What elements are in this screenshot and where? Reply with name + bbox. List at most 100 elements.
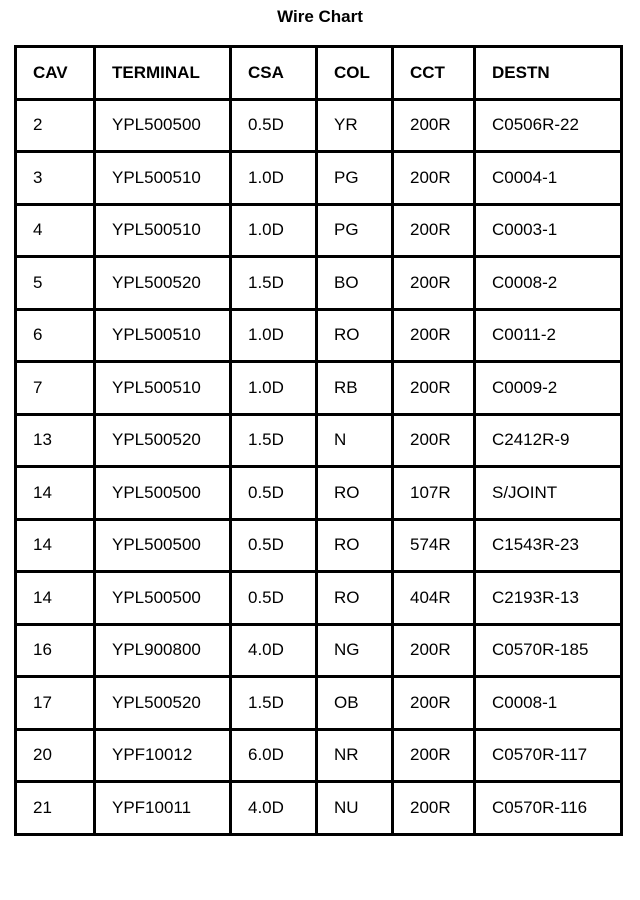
cell-cct: 574R	[391, 517, 476, 573]
table-row: 4 YPL500510 1.0D PG 200R C0003-1	[14, 202, 623, 258]
cell-col: PG	[315, 150, 394, 206]
cell-cav: 14	[14, 570, 96, 626]
cell-col: RB	[315, 360, 394, 416]
cell-destn: C1543R-23	[473, 517, 623, 573]
cell-destn: C0003-1	[473, 202, 623, 258]
cell-csa: 1.0D	[229, 360, 318, 416]
table-row: 6 YPL500510 1.0D RO 200R C0011-2	[14, 307, 623, 363]
column-header-cav: CAV	[14, 45, 96, 101]
cell-terminal: YPL500510	[93, 202, 232, 258]
cell-destn: C0570R-185	[473, 622, 623, 678]
cell-cct: 200R	[391, 255, 476, 311]
cell-destn: C2193R-13	[473, 570, 623, 626]
cell-col: NG	[315, 622, 394, 678]
cell-destn: C0008-2	[473, 255, 623, 311]
cell-csa: 1.0D	[229, 150, 318, 206]
cell-csa: 1.0D	[229, 307, 318, 363]
cell-csa: 0.5D	[229, 570, 318, 626]
cell-terminal: YPL900800	[93, 622, 232, 678]
cell-destn: C0008-1	[473, 675, 623, 731]
cell-col: RO	[315, 570, 394, 626]
cell-cct: 107R	[391, 465, 476, 521]
column-header-cct: CCT	[391, 45, 476, 101]
cell-cct: 200R	[391, 675, 476, 731]
cell-destn: C0570R-116	[473, 780, 623, 836]
cell-cct: 200R	[391, 202, 476, 258]
cell-cct: 200R	[391, 307, 476, 363]
cell-cct: 404R	[391, 570, 476, 626]
cell-csa: 1.5D	[229, 255, 318, 311]
cell-col: RO	[315, 465, 394, 521]
table-row: 5 YPL500520 1.5D BO 200R C0008-2	[14, 255, 623, 311]
cell-destn: C0506R-22	[473, 97, 623, 153]
page-title: Wire Chart	[277, 7, 363, 26]
table-row: 17 YPL500520 1.5D OB 200R C0008-1	[14, 675, 623, 731]
table-row: 21 YPF10011 4.0D NU 200R C0570R-116	[14, 780, 623, 836]
table-row: 14 YPL500500 0.5D RO 574R C1543R-23	[14, 517, 623, 573]
cell-terminal: YPL500500	[93, 97, 232, 153]
cell-col: N	[315, 412, 394, 468]
cell-col: NR	[315, 727, 394, 783]
cell-cav: 2	[14, 97, 96, 153]
cell-terminal: YPF10011	[93, 780, 232, 836]
column-header-terminal: TERMINAL	[93, 45, 232, 101]
cell-cav: 21	[14, 780, 96, 836]
cell-csa: 0.5D	[229, 517, 318, 573]
cell-terminal: YPL500500	[93, 465, 232, 521]
cell-col: RO	[315, 517, 394, 573]
wire-chart-table: CAV TERMINAL CSA COL CCT DESTN 2 YPL500500 0.5D…	[14, 45, 623, 836]
cell-cav: 4	[14, 202, 96, 258]
cell-terminal: YPL500500	[93, 570, 232, 626]
cell-terminal: YPL500520	[93, 675, 232, 731]
cell-terminal: YPL500520	[93, 255, 232, 311]
cell-cct: 200R	[391, 97, 476, 153]
table-row: 2 YPL500500 0.5D YR 200R C0506R-22	[14, 97, 623, 153]
cell-col: OB	[315, 675, 394, 731]
cell-cav: 14	[14, 465, 96, 521]
cell-terminal: YPL500510	[93, 307, 232, 363]
header-row: CAV TERMINAL CSA COL CCT DESTN	[14, 45, 623, 101]
cell-terminal: YPL500510	[93, 360, 232, 416]
cell-cav: 6	[14, 307, 96, 363]
cell-csa: 4.0D	[229, 780, 318, 836]
cell-cct: 200R	[391, 780, 476, 836]
cell-terminal: YPL500500	[93, 517, 232, 573]
cell-csa: 1.5D	[229, 675, 318, 731]
cell-cav: 7	[14, 360, 96, 416]
cell-csa: 1.5D	[229, 412, 318, 468]
cell-destn: C0004-1	[473, 150, 623, 206]
column-header-col: COL	[315, 45, 394, 101]
table-row: 14 YPL500500 0.5D RO 107R S/JOINT	[14, 465, 623, 521]
cell-csa: 0.5D	[229, 97, 318, 153]
cell-cct: 200R	[391, 412, 476, 468]
cell-cav: 14	[14, 517, 96, 573]
cell-cav: 16	[14, 622, 96, 678]
table-row: 14 YPL500500 0.5D RO 404R C2193R-13	[14, 570, 623, 626]
cell-cct: 200R	[391, 150, 476, 206]
cell-col: PG	[315, 202, 394, 258]
cell-destn: C0570R-117	[473, 727, 623, 783]
cell-destn: C2412R-9	[473, 412, 623, 468]
cell-destn: S/JOINT	[473, 465, 623, 521]
table-row: 13 YPL500520 1.5D N 200R C2412R-9	[14, 412, 623, 468]
cell-col: BO	[315, 255, 394, 311]
cell-destn: C0011-2	[473, 307, 623, 363]
cell-csa: 4.0D	[229, 622, 318, 678]
column-header-csa: CSA	[229, 45, 318, 101]
cell-col: YR	[315, 97, 394, 153]
cell-cct: 200R	[391, 727, 476, 783]
cell-csa: 0.5D	[229, 465, 318, 521]
cell-destn: C0009-2	[473, 360, 623, 416]
column-header-destn: DESTN	[473, 45, 623, 101]
cell-terminal: YPL500520	[93, 412, 232, 468]
cell-terminal: YPL500510	[93, 150, 232, 206]
cell-cav: 3	[14, 150, 96, 206]
table-row: 7 YPL500510 1.0D RB 200R C0009-2	[14, 360, 623, 416]
cell-cav: 13	[14, 412, 96, 468]
cell-cct: 200R	[391, 622, 476, 678]
cell-cav: 17	[14, 675, 96, 731]
cell-terminal: YPF10012	[93, 727, 232, 783]
cell-csa: 1.0D	[229, 202, 318, 258]
cell-csa: 6.0D	[229, 727, 318, 783]
cell-cav: 5	[14, 255, 96, 311]
